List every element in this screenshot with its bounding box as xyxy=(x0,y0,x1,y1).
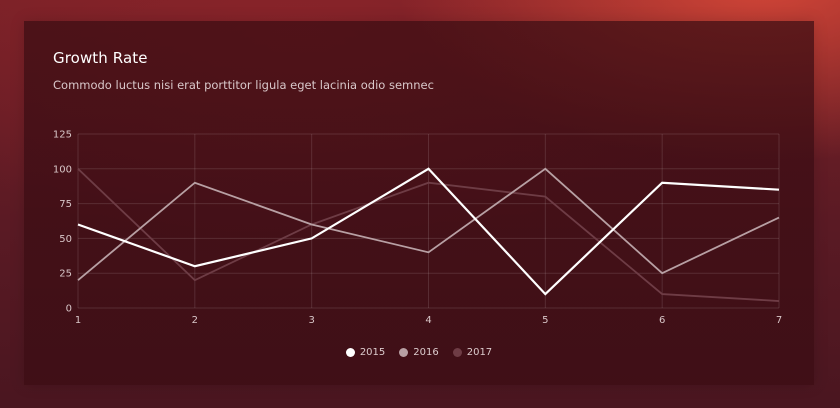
chart-series xyxy=(77,167,780,302)
chart-card: Growth Rate Commodo luctus nisi erat por… xyxy=(24,21,814,385)
legend-label: 2015 xyxy=(359,347,386,358)
legend-item-2016[interactable]: 2016 xyxy=(399,347,439,358)
legend-swatch xyxy=(399,348,409,357)
chart-title: Growth Rate xyxy=(53,49,148,67)
x-tick-label: 3 xyxy=(308,315,314,326)
y-tick-label: 0 xyxy=(66,304,72,315)
y-tick-label: 125 xyxy=(53,130,72,141)
legend-item-2017[interactable]: 2017 xyxy=(452,347,493,358)
y-tick-label: 25 xyxy=(59,269,72,280)
x-tick-label: 6 xyxy=(659,315,665,326)
legend-label: 2016 xyxy=(413,347,439,358)
line-chart: 0 25 50 75 100 125 1 2 3 4 5 6 7 xyxy=(53,130,782,327)
chart-grid xyxy=(77,133,780,309)
legend-label: 2017 xyxy=(466,347,493,358)
y-tick-label: 75 xyxy=(59,199,72,210)
x-tick-label: 7 xyxy=(776,315,782,326)
series-line-2017 xyxy=(77,168,780,302)
y-tick-label: 100 xyxy=(53,164,72,175)
chart-legend: 2015 2016 2017 xyxy=(24,347,814,358)
y-tick-label: 50 xyxy=(59,234,72,245)
legend-swatch xyxy=(345,348,355,357)
legend-swatch xyxy=(452,348,462,357)
x-tick-label: 1 xyxy=(75,315,81,326)
x-tick-label: 2 xyxy=(192,315,198,326)
legend-item-2015[interactable]: 2015 xyxy=(345,347,386,358)
chart-ticks: 0 25 50 75 100 125 1 2 3 4 5 6 7 xyxy=(53,130,782,327)
chart-subtitle: Commodo luctus nisi erat porttitor ligul… xyxy=(53,78,434,92)
series-line-2016 xyxy=(77,167,780,281)
series-line-2015 xyxy=(77,167,780,296)
x-tick-label: 5 xyxy=(542,315,548,326)
x-tick-label: 4 xyxy=(425,315,431,326)
